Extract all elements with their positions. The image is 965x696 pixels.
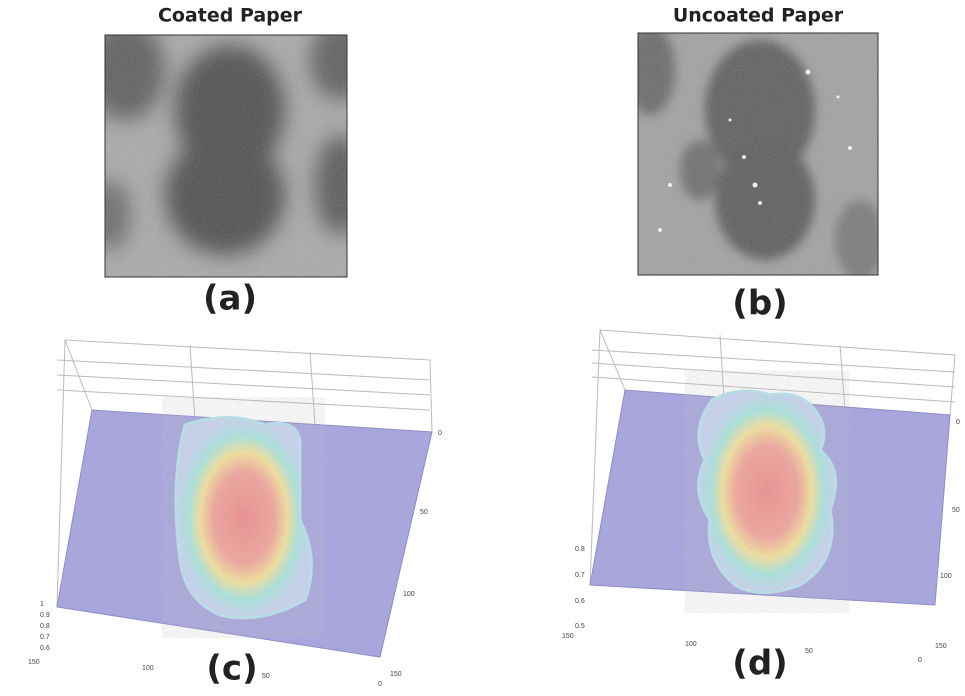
x-tick-label: 150 <box>28 659 40 666</box>
surface-plot-c <box>57 340 432 657</box>
x-tick-label: 50 <box>805 648 813 655</box>
x-tick-label: 100 <box>685 641 697 648</box>
x-tick-label: 50 <box>262 673 270 680</box>
panel-label: (b) <box>732 284 787 324</box>
panel-title: Coated Paper <box>158 5 303 27</box>
y-tick-label: 50 <box>952 507 960 514</box>
panel-label: (d) <box>732 644 787 684</box>
panel-label: (c) <box>206 649 257 689</box>
y-tick-label: 150 <box>390 671 402 678</box>
z-tick-label: 0.7 <box>40 634 50 641</box>
y-tick-label: 150 <box>935 643 947 650</box>
z-tick-label: 0.8 <box>40 623 50 630</box>
x-tick-label: 100 <box>142 665 154 672</box>
coated-image <box>85 20 370 277</box>
y-tick-label: 50 <box>420 509 428 516</box>
z-tick-label: 0.9 <box>40 612 50 619</box>
x-tick-label: 0 <box>378 681 382 688</box>
z-tick-label: 0.8 <box>575 546 585 553</box>
y-tick-label: 100 <box>940 573 952 580</box>
z-tick-label: 0.6 <box>575 598 585 605</box>
y-tick-label: 0 <box>438 430 442 437</box>
uncoated-image <box>625 25 885 280</box>
x-tick-label: 0 <box>918 657 922 664</box>
panel-title: Uncoated Paper <box>673 5 844 27</box>
y-tick-label: 0 <box>956 419 960 426</box>
figure: Coated Paper (a) Uncoated Paper (b) 1 0.… <box>0 0 965 696</box>
x-tick-label: 150 <box>562 633 574 640</box>
y-tick-label: 100 <box>403 591 415 598</box>
panel-label: (a) <box>203 279 257 319</box>
z-tick-label: 0.5 <box>575 623 585 630</box>
surface-plot-d <box>590 330 955 605</box>
z-tick-label: 1 <box>40 601 44 608</box>
z-tick-label: 0.6 <box>40 645 50 652</box>
z-tick-label: 0.7 <box>575 572 585 579</box>
